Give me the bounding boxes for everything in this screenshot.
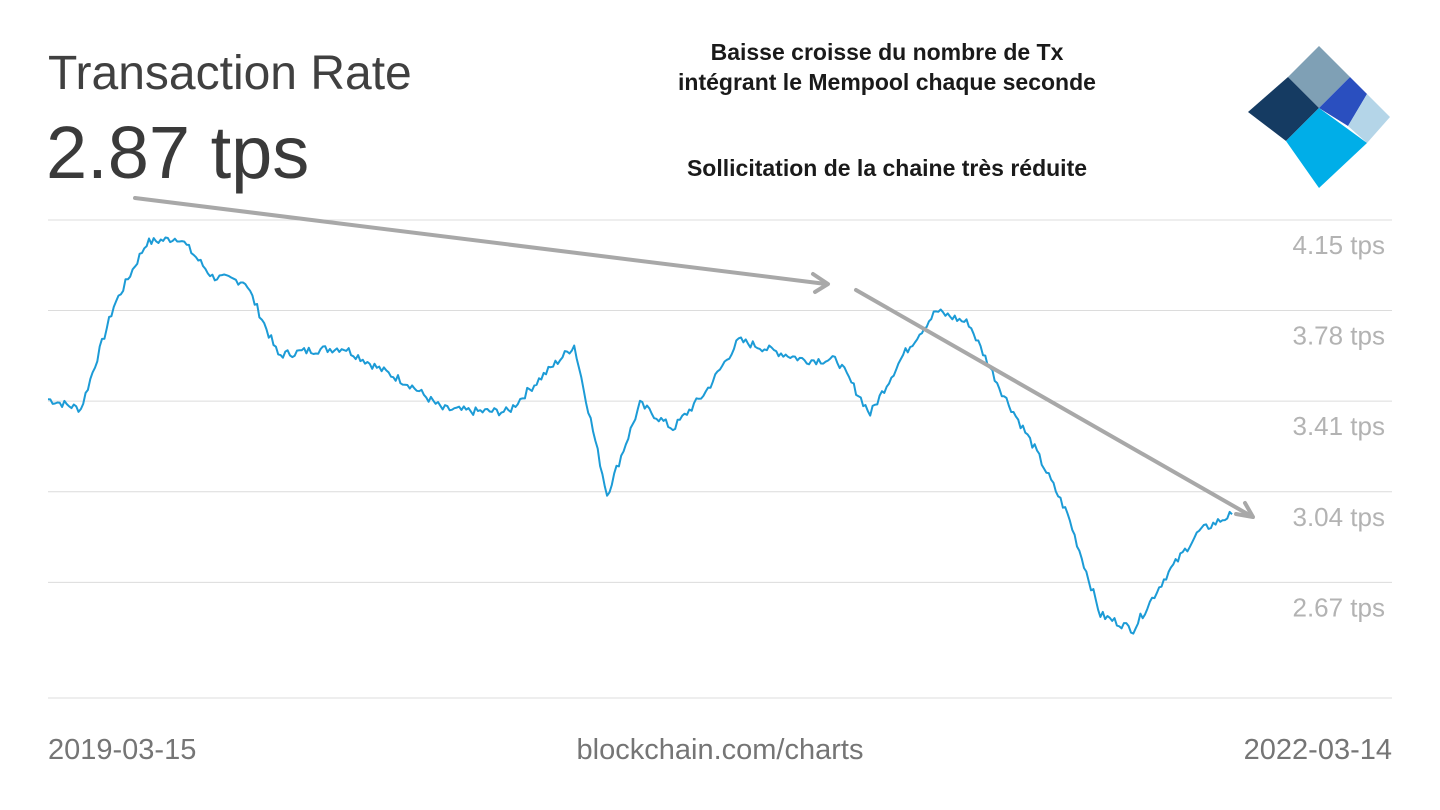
logo-tile-light [1348, 94, 1390, 143]
logo-tile-dark [1248, 77, 1319, 141]
current-value: 2.87 tps [46, 111, 310, 194]
end-date: 2022-03-14 [1243, 734, 1392, 766]
y-tick-label: 3.04 tps [1292, 502, 1385, 532]
logo-tile-cyan [1286, 108, 1367, 188]
series-line [47, 236, 1233, 635]
trend-arrow-2 [854, 288, 1253, 518]
y-tick-label: 4.15 tps [1292, 230, 1385, 260]
trend-arrow-1 [133, 196, 828, 286]
y-tick-label: 2.67 tps [1292, 592, 1385, 622]
annotation-line-3: Sollicitation de la chaine très réduite [686, 155, 1088, 181]
blockchain-logo-icon [1248, 46, 1390, 188]
logo-tile-blue [1319, 77, 1367, 126]
source-label[interactable]: blockchain.com/charts [576, 734, 864, 766]
trend-arrow-2-head [1234, 501, 1255, 519]
y-tick-label: 3.41 tps [1292, 411, 1385, 441]
y-tick-label: 3.78 tps [1292, 321, 1385, 351]
annotation-text: Baisse croisse du nombre de Tx intégrant… [560, 38, 1214, 98]
trend-arrows [133, 196, 1255, 519]
trend-arrow-1-head [811, 272, 830, 294]
annotation-line-1: Baisse croisse du nombre de Tx [710, 39, 1064, 65]
start-date: 2019-03-15 [48, 734, 197, 766]
annotation-line-2: intégrant le Mempool chaque seconde [678, 68, 1096, 95]
chart-title: Transaction Rate [48, 47, 412, 100]
